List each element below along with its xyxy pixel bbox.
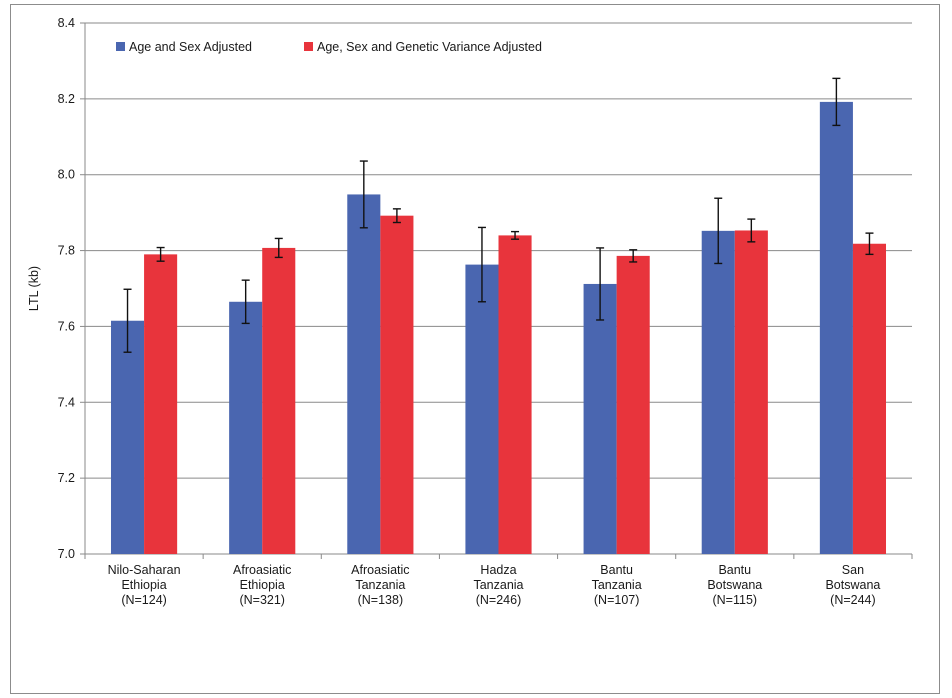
- y-tick-label: 8.0: [58, 168, 75, 182]
- bar: [852, 243, 887, 554]
- x-category-label: Bantu: [718, 563, 751, 577]
- legend-label: Age and Sex Adjusted: [129, 40, 252, 54]
- y-tick-label: 7.6: [58, 319, 75, 333]
- x-category-label: (N=321): [239, 593, 285, 607]
- gridlines: [85, 22, 912, 479]
- legend-swatch: [304, 42, 313, 51]
- bar: [701, 230, 735, 554]
- x-category-label: Bantu: [600, 563, 633, 577]
- x-category-label: Hadza: [480, 563, 516, 577]
- y-tick-label: 7.2: [58, 471, 75, 485]
- x-category-label: Botswana: [707, 578, 762, 592]
- x-category-label: Tanzania: [592, 578, 642, 592]
- legend-label: Age, Sex and Genetic Variance Adjusted: [317, 40, 542, 54]
- bar: [734, 230, 768, 554]
- bars: [110, 101, 887, 555]
- bar: [465, 264, 499, 554]
- labels: 7.07.27.47.67.88.08.28.4Nilo-SaharanEthi…: [58, 16, 881, 607]
- error-bars: [123, 77, 874, 353]
- y-axis-title: LTL (kb): [27, 266, 41, 311]
- bar: [262, 247, 296, 554]
- y-tick-label: 7.0: [58, 547, 75, 561]
- legend-swatch: [116, 42, 125, 51]
- y-tick-label: 7.4: [58, 395, 75, 409]
- bar: [583, 283, 617, 554]
- y-tick-label: 8.2: [58, 92, 75, 106]
- x-category-label: Afroasiatic: [233, 563, 291, 577]
- x-category-label: Ethiopia: [121, 578, 166, 592]
- legend: Age and Sex Adjusted Age, Sex and Genetic…: [116, 40, 542, 54]
- x-category-label: Afroasiatic: [351, 563, 409, 577]
- bar: [498, 235, 532, 554]
- x-category-label: (N=107): [594, 593, 640, 607]
- x-category-label: Nilo-Saharan: [108, 563, 181, 577]
- x-category-label: Ethiopia: [240, 578, 285, 592]
- x-category-label: (N=124): [121, 593, 167, 607]
- x-category-label: Tanzania: [355, 578, 405, 592]
- bar: [110, 320, 145, 554]
- x-category-label: (N=115): [712, 593, 757, 607]
- y-tick-label: 8.4: [58, 16, 75, 30]
- bar: [616, 255, 650, 555]
- bar: [347, 194, 381, 555]
- x-category-label: San: [842, 563, 864, 577]
- bar: [819, 101, 853, 555]
- x-category-label: (N=138): [358, 593, 404, 607]
- x-category-label: (N=244): [830, 593, 876, 607]
- x-category-label: (N=246): [476, 593, 522, 607]
- bar: [144, 254, 178, 554]
- x-category-label: Tanzania: [473, 578, 523, 592]
- bar: [229, 301, 263, 554]
- bar: [380, 215, 414, 555]
- y-tick-label: 7.8: [58, 244, 75, 258]
- x-category-label: Botswana: [825, 578, 880, 592]
